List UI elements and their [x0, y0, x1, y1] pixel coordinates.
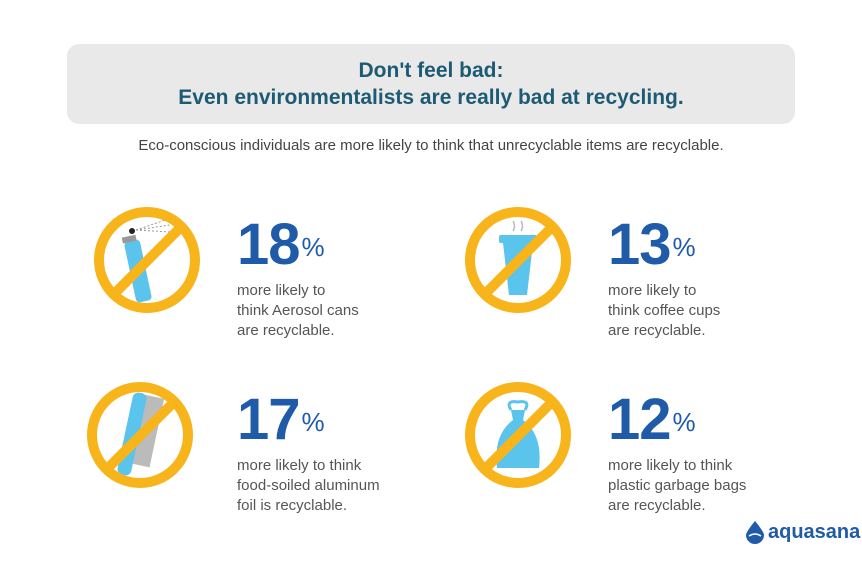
stat-value: 13% — [608, 212, 696, 277]
aquasana-logo: aquasana. — [745, 520, 862, 544]
stat-description: more likely to think Aerosol cans are recy… — [237, 282, 359, 339]
stat-garbage-bags: 12% more likely to think plastic garbage … — [463, 380, 803, 530]
stat-description: more likely to think coffee cups are recyc… — [608, 282, 721, 339]
stat-description: more likely to think plastic garbage bags… — [608, 457, 747, 514]
subtitle: Eco-conscious individuals are more likel… — [138, 137, 724, 154]
stat-aluminum-foil: 17% more likely to think food-soiled alum… — [85, 380, 425, 530]
aerosol-can-icon — [94, 207, 200, 313]
stat-value: 17% — [237, 387, 325, 452]
stat-aerosol: 18% more likely to think Aerosol cans are … — [92, 205, 432, 355]
header-title-line2: Even environmentalists are really bad at… — [178, 86, 684, 109]
stat-value: 18% — [237, 212, 325, 277]
aluminum-foil-icon — [87, 382, 193, 488]
garbage-bag-icon — [465, 382, 571, 488]
coffee-cup-icon — [465, 207, 571, 313]
stat-value: 12% — [608, 387, 696, 452]
stat-coffee-cups: 13% more likely to think coffee cups are r… — [463, 205, 803, 355]
header-title-line1: Don't feel bad: — [358, 59, 504, 82]
header-banner: Don't feel bad: Even environmentalists a… — [67, 44, 795, 124]
stat-description: more likely to think food-soiled aluminum… — [237, 457, 380, 514]
water-drop-icon — [746, 521, 764, 544]
